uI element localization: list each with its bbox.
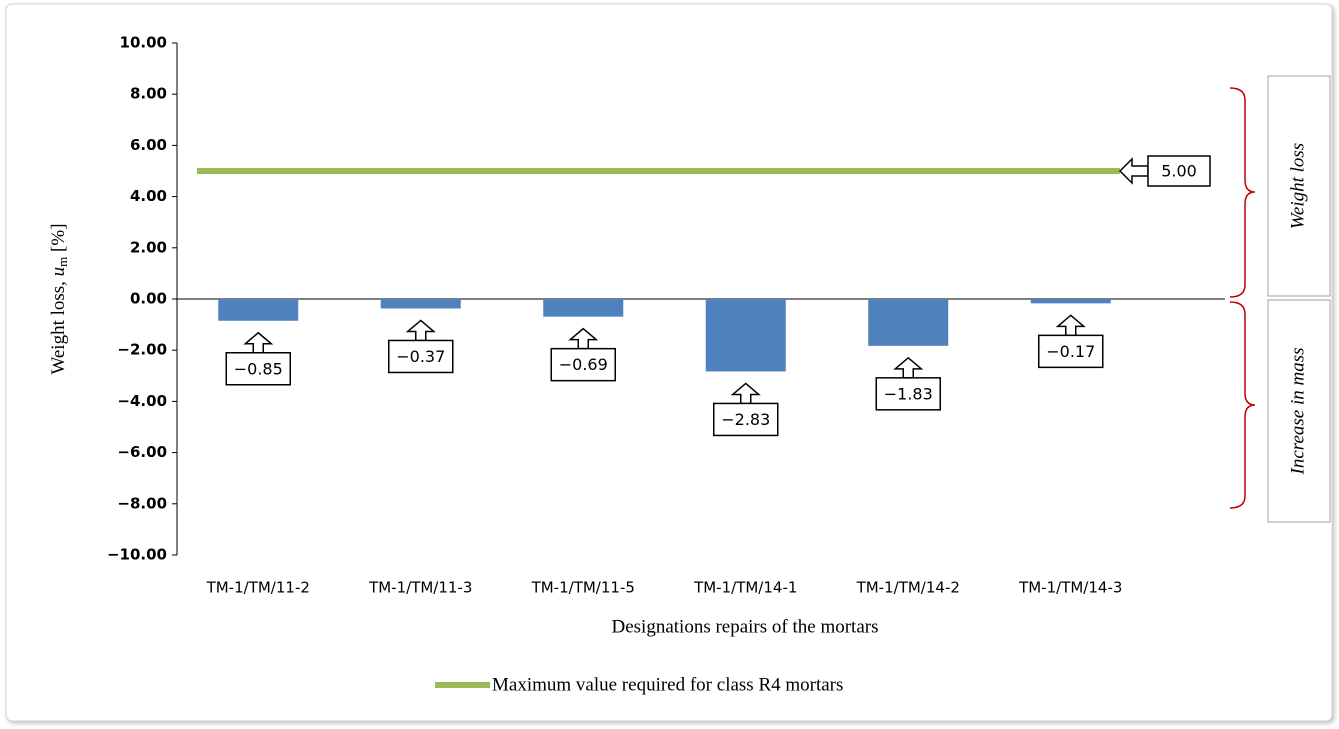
- bar: [1030, 299, 1111, 304]
- callout-box: [550, 347, 616, 382]
- x-tick-label: TM-1/TM/11-2: [206, 579, 310, 597]
- y-tick-label: 4.00: [130, 187, 167, 205]
- y-tick-label: 0.00: [130, 290, 167, 308]
- callout-box: [875, 377, 941, 411]
- y-tick-label: −8.00: [117, 494, 167, 512]
- y-tick-label: −2.00: [117, 341, 167, 359]
- data-label: −2.83: [721, 410, 770, 429]
- callout-box: [225, 352, 291, 386]
- y-tick-label: 8.00: [130, 85, 167, 103]
- y-tick-label: 10.00: [120, 34, 167, 52]
- y-tick-label: −10.00: [107, 546, 167, 564]
- bar: [218, 299, 299, 321]
- bracket: [1229, 87, 1256, 298]
- callout-box: [713, 402, 779, 437]
- side-label: Increase in mass: [1287, 348, 1308, 476]
- bar: [543, 299, 624, 317]
- y-tick-label: −6.00: [117, 443, 167, 461]
- side-box: [1267, 299, 1331, 523]
- callout-box: [388, 339, 454, 374]
- chart-frame: [5, 3, 1333, 722]
- bracket: [1229, 301, 1256, 509]
- callout-box: [1147, 155, 1211, 187]
- data-label: −0.85: [234, 359, 283, 378]
- y-tick-label: −4.00: [117, 392, 167, 410]
- y-tick-label: 6.00: [130, 136, 167, 154]
- y-tick-label: 2.00: [130, 238, 167, 256]
- x-tick-label: TM-1/TM/11-3: [368, 579, 472, 597]
- data-label: −0.69: [559, 355, 608, 374]
- y-axis-label: Weight loss, um [%]: [48, 223, 70, 374]
- data-label: −0.37: [396, 347, 445, 366]
- x-tick-label: TM-1/TM/11-5: [531, 579, 635, 597]
- bar: [868, 299, 949, 346]
- side-label: Weight loss: [1287, 143, 1308, 229]
- side-brackets: [1229, 87, 1256, 509]
- data-label: −0.17: [1046, 342, 1095, 361]
- x-axis-label: Designations repairs of the mortars: [612, 616, 879, 637]
- callout-box: [1038, 334, 1104, 369]
- annotation: 5.00: [1161, 162, 1197, 181]
- legend-label: Maximum value required for class R4 mort…: [492, 674, 843, 695]
- side-box: [1267, 75, 1331, 297]
- bar: [380, 299, 461, 309]
- x-tick-label: TM-1/TM/14-1: [693, 579, 797, 597]
- bar: [705, 299, 786, 372]
- data-label: −1.83: [884, 384, 933, 403]
- x-tick-label: TM-1/TM/14-3: [1018, 579, 1122, 597]
- x-tick-label: TM-1/TM/14-2: [856, 579, 960, 597]
